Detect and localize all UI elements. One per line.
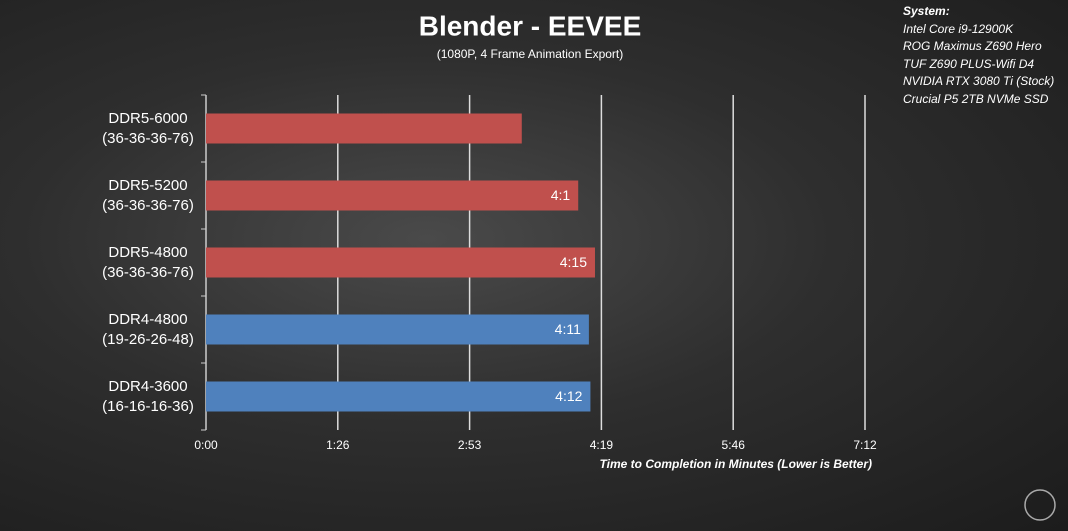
bar bbox=[206, 247, 595, 278]
value-label: 4:12 bbox=[555, 388, 582, 404]
system-info-line: ROG Maximus Z690 Hero bbox=[903, 39, 1042, 53]
x-tick-label: 7:12 bbox=[853, 438, 877, 452]
bar bbox=[206, 381, 591, 412]
system-info-line: TUF Z690 PLUS-Wifi D4 bbox=[903, 56, 1035, 71]
bar bbox=[206, 314, 589, 345]
system-info-line: NVIDIA RTX 3080 Ti (Stock) bbox=[903, 74, 1055, 88]
y-tick-label: DDR5-5200 (36-36-36-76) bbox=[102, 176, 194, 214]
chart-subtitle: (1080P, 4 Frame Animation Export) bbox=[437, 47, 624, 61]
system-info-line: Intel Core i9-12900K bbox=[903, 21, 1014, 36]
bar bbox=[206, 113, 522, 144]
x-tick-label: 2:53 bbox=[458, 438, 482, 452]
y-tick-label: DDR5-4800 (36-36-36-76) bbox=[102, 243, 194, 281]
y-tick-label: DDR4-3600 (16-16-16-36) bbox=[102, 377, 194, 415]
chart-title: Blender - EEVEE bbox=[419, 10, 642, 41]
x-tick-label: 1:26 bbox=[326, 438, 350, 452]
system-info-line: System: bbox=[903, 4, 950, 18]
value-label: 4:15 bbox=[560, 254, 587, 270]
x-tick-label: 0:00 bbox=[194, 438, 218, 452]
logo bbox=[1024, 489, 1056, 521]
system-info-line: Crucial P5 2TB NVMe SSD bbox=[903, 91, 1049, 106]
y-tick-label: DDR4-4800 (19-26-26-48) bbox=[102, 310, 194, 348]
bar bbox=[206, 180, 579, 211]
y-tick-label: DDR5-6000 (36-36-36-76) bbox=[102, 109, 194, 147]
x-tick-label: 5:46 bbox=[722, 438, 746, 452]
x-axis-title: Time to Completion in Minutes (Lower is … bbox=[600, 457, 872, 471]
value-label: 4:1 bbox=[551, 187, 571, 203]
x-tick-label: 4:19 bbox=[590, 438, 614, 452]
value-label: 4:11 bbox=[555, 321, 581, 337]
